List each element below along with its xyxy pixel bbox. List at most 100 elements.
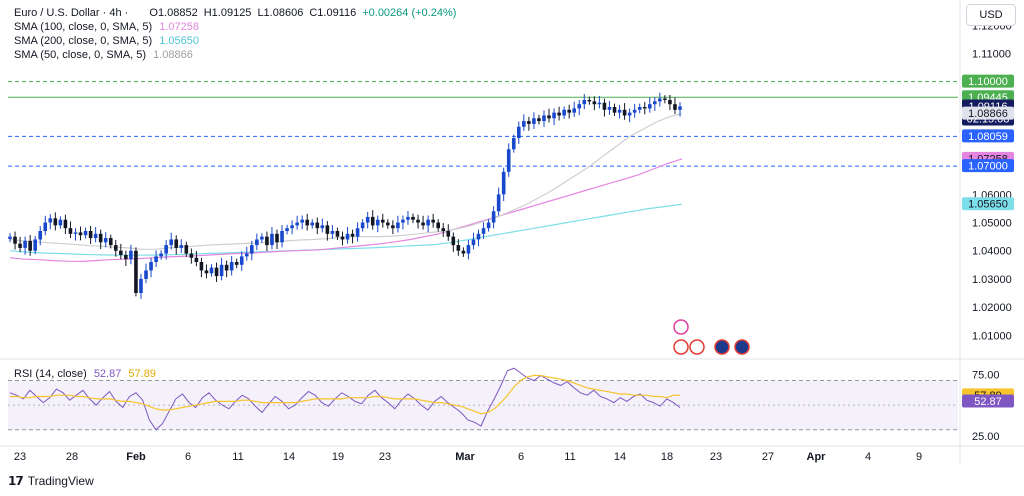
flash-event-icon[interactable]: [673, 319, 689, 335]
candle-body[interactable]: [617, 109, 622, 113]
candle-body[interactable]: [481, 228, 486, 234]
candle-body[interactable]: [637, 107, 642, 110]
candle-body[interactable]: [456, 245, 461, 251]
eu-flag-event-icon[interactable]: [714, 339, 730, 355]
candle-body[interactable]: [451, 236, 456, 246]
candle-body[interactable]: [194, 257, 199, 262]
candle-body[interactable]: [340, 236, 345, 240]
candle-body[interactable]: [38, 231, 43, 240]
candle-body[interactable]: [552, 112, 556, 119]
candle-body[interactable]: [537, 118, 541, 122]
candle-body[interactable]: [532, 118, 536, 124]
candle-body[interactable]: [265, 236, 269, 246]
candle-body[interactable]: [275, 233, 279, 243]
candle-body[interactable]: [18, 243, 22, 248]
candle-body[interactable]: [411, 216, 415, 220]
candle-body[interactable]: [219, 264, 224, 277]
candle-body[interactable]: [527, 121, 531, 124]
candle-body[interactable]: [401, 219, 405, 223]
sma50-legend[interactable]: SMA (50, close, 0, SMA, 5) 1.08866: [14, 48, 193, 62]
candle-body[interactable]: [365, 216, 370, 223]
candle-body[interactable]: [436, 222, 440, 229]
candle-body[interactable]: [199, 262, 204, 271]
candle-body[interactable]: [23, 240, 27, 248]
candle-body[interactable]: [653, 101, 657, 105]
candle-body[interactable]: [53, 218, 58, 226]
candle-body[interactable]: [622, 109, 627, 116]
candle-body[interactable]: [144, 270, 148, 279]
candle-body[interactable]: [33, 239, 37, 251]
candle-body[interactable]: [159, 253, 163, 257]
candle-body[interactable]: [476, 233, 481, 240]
candle-body[interactable]: [516, 126, 521, 138]
candle-body[interactable]: [320, 225, 325, 229]
candle-body[interactable]: [647, 104, 652, 109]
candle-body[interactable]: [78, 232, 83, 236]
candle-body[interactable]: [68, 228, 73, 234]
candle-body[interactable]: [602, 102, 607, 110]
candle-body[interactable]: [658, 98, 662, 102]
candle-body[interactable]: [567, 109, 571, 113]
candle-body[interactable]: [285, 228, 289, 231]
candle-body[interactable]: [164, 245, 168, 254]
candle-body[interactable]: [542, 115, 546, 122]
candle-body[interactable]: [113, 245, 118, 251]
candle-body[interactable]: [83, 231, 88, 236]
candle-body[interactable]: [557, 112, 561, 116]
tradingview-brand[interactable]: 𝟭𝟳 TradingView: [8, 474, 94, 488]
us-flag-event-icon[interactable]: [673, 339, 689, 355]
candle-body[interactable]: [562, 109, 566, 116]
candle-body[interactable]: [668, 99, 672, 105]
candle-body[interactable]: [139, 278, 143, 293]
candle-body[interactable]: [496, 194, 501, 212]
candle-body[interactable]: [441, 228, 446, 231]
candle-body[interactable]: [224, 264, 229, 271]
candle-body[interactable]: [547, 115, 551, 119]
candle-body[interactable]: [58, 219, 63, 226]
candle-body[interactable]: [154, 256, 158, 262]
candle-body[interactable]: [93, 233, 98, 239]
candle-body[interactable]: [260, 236, 264, 240]
candle-body[interactable]: [471, 239, 476, 246]
candle-body[interactable]: [406, 216, 410, 220]
candle-body[interactable]: [98, 233, 103, 243]
eu-flag-event-icon[interactable]: [734, 339, 750, 355]
candle-body[interactable]: [386, 222, 390, 226]
candle-body[interactable]: [239, 256, 244, 265]
candle-body[interactable]: [103, 238, 108, 243]
candle-body[interactable]: [572, 108, 577, 113]
candle-body[interactable]: [28, 240, 32, 251]
candle-body[interactable]: [290, 225, 294, 229]
candle-body[interactable]: [632, 109, 637, 113]
candle-body[interactable]: [174, 239, 179, 248]
candle-body[interactable]: [8, 236, 12, 239]
candle-body[interactable]: [149, 262, 153, 271]
candle-body[interactable]: [642, 107, 647, 109]
candle-body[interactable]: [295, 222, 299, 226]
candle-body[interactable]: [214, 267, 219, 277]
candle-body[interactable]: [169, 239, 174, 246]
candle-body[interactable]: [63, 219, 68, 229]
candle-body[interactable]: [184, 245, 189, 254]
candle-body[interactable]: [612, 107, 617, 113]
candle-body[interactable]: [330, 231, 335, 234]
candle-body[interactable]: [501, 171, 506, 195]
candle-body[interactable]: [88, 231, 93, 239]
sma100-legend[interactable]: SMA (100, close, 0, SMA, 5) 1.07258: [14, 20, 199, 34]
candle-body[interactable]: [607, 107, 612, 110]
us-flag-event-icon[interactable]: [689, 339, 705, 355]
candle-body[interactable]: [73, 232, 78, 234]
candle-body[interactable]: [305, 219, 310, 226]
candle-body[interactable]: [522, 121, 526, 127]
candle-body[interactable]: [310, 222, 315, 226]
candle-body[interactable]: [663, 98, 667, 100]
candle-body[interactable]: [325, 225, 330, 234]
candle-body[interactable]: [597, 102, 602, 105]
candle-body[interactable]: [577, 104, 582, 109]
candle-body[interactable]: [380, 219, 385, 223]
candle-body[interactable]: [466, 245, 471, 254]
candle-body[interactable]: [375, 219, 380, 226]
candle-body[interactable]: [43, 222, 48, 231]
candle-body[interactable]: [179, 245, 184, 248]
